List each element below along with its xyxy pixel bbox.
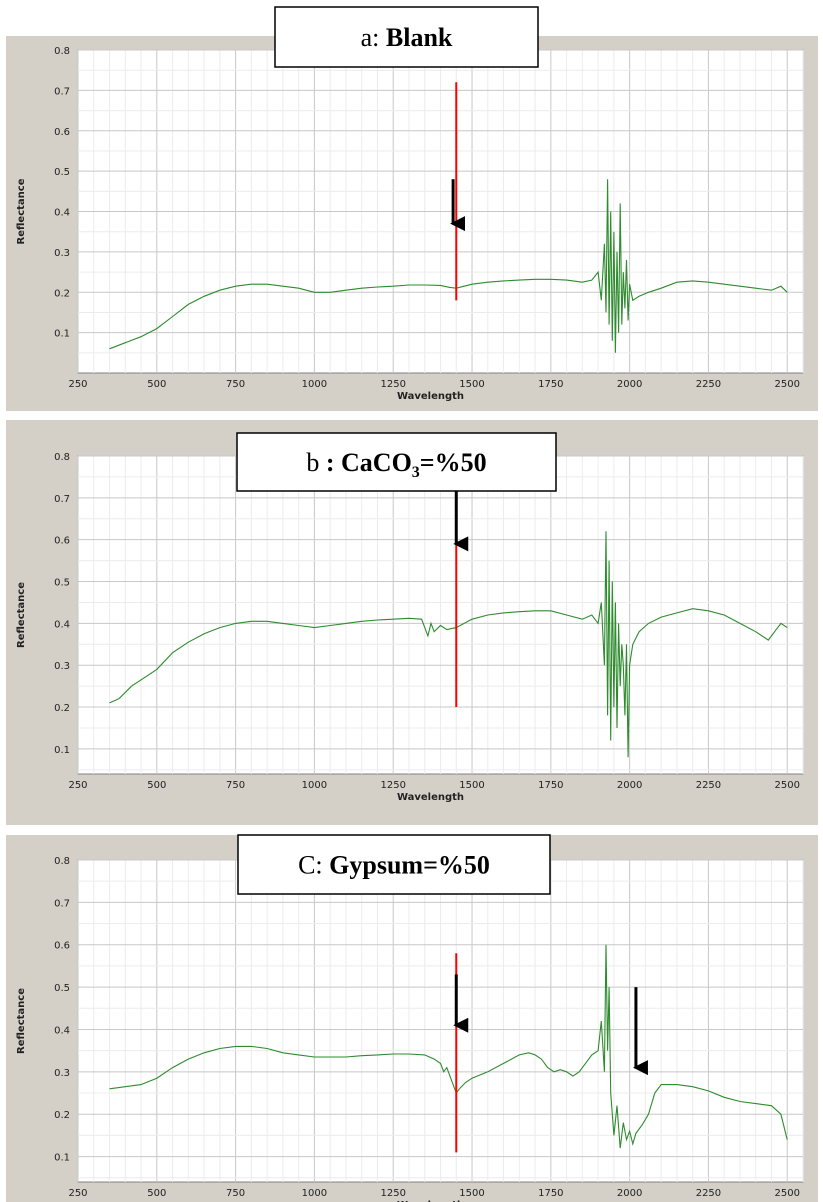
y-tick-label: 0.3 [54, 248, 70, 259]
y-tick-label: 0.6 [54, 941, 70, 952]
y-tick-label: 0.7 [54, 86, 70, 97]
title-subscript: 3 [412, 464, 420, 481]
x-tick-label: 250 [68, 1188, 87, 1199]
x-tick-label: 2500 [775, 1188, 800, 1199]
x-tick-label: 500 [147, 379, 166, 390]
y-tick-label: 0.5 [54, 578, 70, 589]
y-tick-label: 0.8 [54, 856, 70, 867]
x-axis-label: Wavelength [397, 792, 464, 803]
x-tick-label: 2500 [775, 780, 800, 791]
x-tick-label: 750 [226, 379, 245, 390]
y-tick-label: 0.6 [54, 536, 70, 547]
x-tick-label: 500 [147, 1188, 166, 1199]
x-tick-label: 1750 [538, 780, 563, 791]
title-end: =%50 [420, 448, 487, 477]
chart-title-box [236, 432, 557, 492]
x-tick-label: 2250 [696, 1188, 721, 1199]
x-tick-label: 250 [68, 379, 87, 390]
y-tick-label: 0.1 [54, 1153, 70, 1164]
x-tick-label: 500 [147, 780, 166, 791]
x-tick-label: 2250 [696, 379, 721, 390]
x-tick-label: 1250 [380, 379, 405, 390]
x-tick-label: 1750 [538, 1188, 563, 1199]
x-tick-label: 1250 [380, 780, 405, 791]
title-main: Gypsum=%50 [329, 851, 490, 880]
y-tick-label: 0.1 [54, 745, 70, 756]
y-tick-label: 0.7 [54, 898, 70, 909]
x-tick-label: 2500 [775, 379, 800, 390]
chart-title: a: Blank [361, 23, 453, 52]
title-prefix: C: [298, 851, 329, 880]
x-axis-label: Wavelength [397, 1200, 464, 1202]
chart-panel-2: 250 500 750 1000 1250 1500 1750 2000 2250 2500 0.1… [6, 420, 818, 825]
x-tick-label: 250 [68, 780, 87, 791]
chart-title: b : CaCO3=%50 [306, 448, 486, 481]
x-tick-label: 2250 [696, 780, 721, 791]
x-tick-label: 1500 [459, 780, 484, 791]
x-tick-label: 1500 [459, 1188, 484, 1199]
y-tick-label: 0.4 [54, 208, 70, 219]
y-tick-label: 0.5 [54, 983, 70, 994]
title-main: Blank [386, 23, 453, 52]
y-tick-label: 0.2 [54, 288, 70, 299]
y-axis-label: Reflectance [16, 988, 27, 1054]
x-tick-label: 1000 [302, 780, 327, 791]
y-tick-label: 0.4 [54, 619, 70, 630]
chart-title-box [274, 6, 539, 68]
title-main: : CaCO [326, 448, 412, 477]
y-tick-label: 0.2 [54, 1110, 70, 1121]
x-tick-label: 1000 [302, 1188, 327, 1199]
y-tick-label: 0.2 [54, 703, 70, 714]
y-tick-label: 0.3 [54, 1068, 70, 1079]
x-tick-label: 1750 [538, 379, 563, 390]
y-tick-label: 0.1 [54, 329, 70, 340]
chart-panel-1: 250 500 750 1000 1250 1500 1750 2000 2250 2500 0.1… [6, 6, 818, 411]
chart-title: C: Gypsum=%50 [298, 851, 490, 880]
title-prefix: b [306, 448, 326, 477]
y-tick-label: 0.4 [54, 1025, 70, 1036]
y-tick-label: 0.8 [54, 46, 70, 57]
y-axis-label: Reflectance [16, 582, 27, 648]
x-tick-label: 750 [226, 1188, 245, 1199]
x-tick-label: 1000 [302, 379, 327, 390]
x-tick-label: 1250 [380, 1188, 405, 1199]
spectrum-line [109, 531, 788, 758]
chart-panel-3: 250 500 750 1000 1250 1500 1750 2000 2250 2500 0.1… [6, 834, 818, 1202]
y-tick-label: 0.6 [54, 127, 70, 138]
y-tick-label: 0.7 [54, 494, 70, 505]
title-prefix: a: [361, 23, 386, 52]
spectrum-line [109, 944, 788, 1149]
y-tick-label: 0.8 [54, 452, 70, 463]
y-tick-label: 0.5 [54, 167, 70, 178]
chart-title-box [237, 834, 551, 895]
x-axis-label: Wavelength [397, 391, 464, 402]
x-tick-label: 750 [226, 780, 245, 791]
y-tick-label: 0.3 [54, 661, 70, 672]
x-tick-label: 1500 [459, 379, 484, 390]
x-tick-label: 2000 [617, 780, 642, 791]
spectrum-line [109, 179, 788, 353]
x-tick-label: 2000 [617, 1188, 642, 1199]
y-axis-label: Reflectance [16, 178, 27, 244]
x-tick-label: 2000 [617, 379, 642, 390]
